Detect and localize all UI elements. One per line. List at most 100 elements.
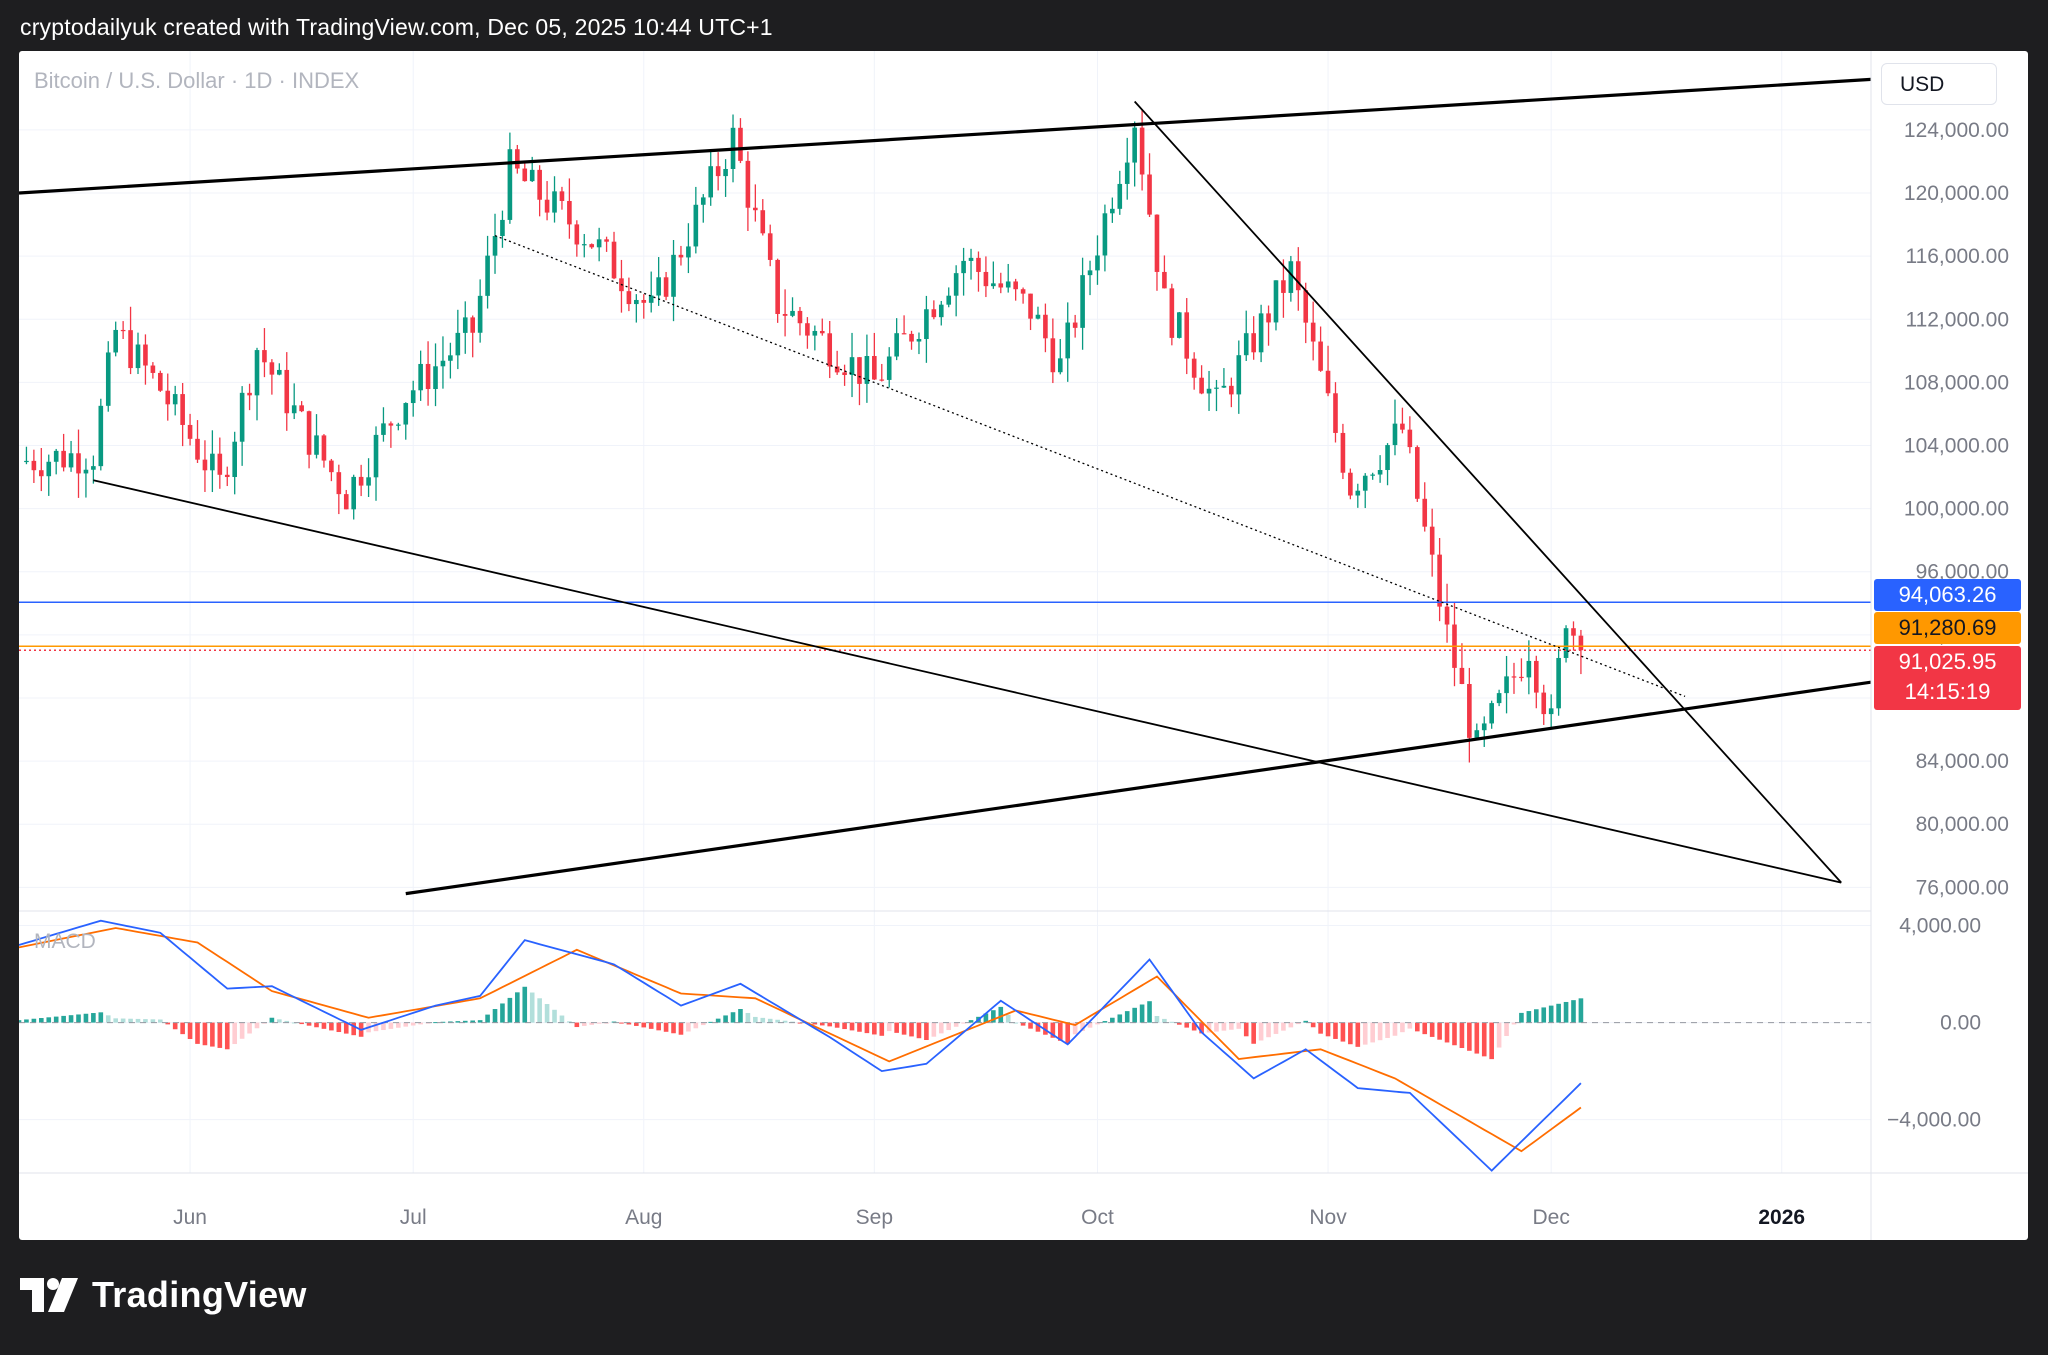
histogram-bar xyxy=(1214,1022,1219,1032)
histogram-bar xyxy=(1050,1022,1056,1038)
histogram-bar xyxy=(277,1019,282,1023)
candle-body xyxy=(1407,429,1413,448)
histogram-bar xyxy=(857,1022,862,1032)
histogram-bar xyxy=(180,1022,185,1035)
candle-body xyxy=(91,466,96,470)
candle-body xyxy=(1377,470,1383,475)
histogram-bar xyxy=(1295,1022,1301,1025)
macd-axis-label: 4,000.00 xyxy=(1899,915,1981,938)
chart-panel[interactable]: 76,000.0080,000.0084,000.0088,000.0092,0… xyxy=(19,51,2028,1240)
histogram-bar xyxy=(224,1022,230,1050)
candle-body xyxy=(544,199,550,213)
candle-body xyxy=(410,390,416,404)
candle-body xyxy=(262,350,267,363)
chart-canvas[interactable]: 76,000.0080,000.0084,000.0088,000.0092,0… xyxy=(19,51,2028,1240)
histogram-bar xyxy=(485,1014,490,1023)
histogram-bar xyxy=(343,1022,349,1034)
histogram-bar xyxy=(1139,1004,1145,1023)
candle-body xyxy=(1273,280,1279,323)
histogram-bar xyxy=(961,1022,966,1024)
histogram-bar xyxy=(581,1022,587,1026)
candle-body xyxy=(946,295,952,305)
candle-body xyxy=(1333,393,1338,433)
candle-body xyxy=(819,330,825,334)
histogram-bar xyxy=(1414,1022,1420,1032)
histogram-bar xyxy=(1519,1012,1524,1023)
candle-body xyxy=(247,392,252,396)
candle-body xyxy=(143,344,148,366)
histogram-bar xyxy=(849,1022,855,1031)
histogram-bar xyxy=(1020,1022,1026,1026)
histogram-bar xyxy=(648,1022,654,1029)
histogram-bar xyxy=(671,1022,676,1034)
candle-body xyxy=(648,295,654,303)
histogram-bar xyxy=(433,1022,438,1024)
candle-body xyxy=(1392,423,1398,446)
tradingview-logo[interactable]: TradingView xyxy=(20,1274,307,1315)
candle-body xyxy=(455,332,461,356)
candle-body xyxy=(195,438,200,460)
time-axis-label: Sep xyxy=(856,1206,893,1229)
histogram-bar xyxy=(470,1020,476,1023)
candle-body xyxy=(1087,270,1093,276)
price-axis-label: 104,000.00 xyxy=(1904,434,2009,457)
histogram-bar xyxy=(544,1004,550,1023)
candle-body xyxy=(105,352,111,406)
candle-body xyxy=(1057,358,1063,373)
histogram-bar xyxy=(715,1018,721,1023)
histogram-bar xyxy=(1496,1022,1502,1048)
candle-body xyxy=(834,366,840,373)
candle-body xyxy=(83,469,89,474)
candle-body xyxy=(998,283,1004,288)
histogram-bar xyxy=(753,1016,758,1023)
histogram-bar xyxy=(1132,1007,1137,1023)
candle-body xyxy=(938,304,944,318)
histogram-bar xyxy=(775,1019,780,1023)
histogram-bar xyxy=(767,1018,773,1023)
candle-body xyxy=(812,330,818,336)
candle-body xyxy=(1385,445,1390,471)
histogram-bar xyxy=(1333,1022,1338,1039)
candle-body xyxy=(663,277,669,297)
candle-body xyxy=(135,344,141,369)
histogram-bar xyxy=(1511,1022,1517,1025)
candle-body xyxy=(418,363,423,391)
histogram-bar xyxy=(1481,1022,1487,1057)
histogram-bar xyxy=(1377,1022,1383,1041)
histogram-bar xyxy=(321,1022,327,1029)
time-axis-label: Nov xyxy=(1309,1206,1347,1229)
histogram-bar xyxy=(150,1019,156,1023)
candle-body xyxy=(269,362,275,375)
histogram-bar xyxy=(1258,1022,1264,1041)
candle-body xyxy=(1496,693,1502,704)
histogram-bar xyxy=(901,1022,907,1035)
candle-body xyxy=(991,283,996,287)
histogram-bar xyxy=(1080,1022,1085,1031)
candle-body xyxy=(485,255,490,296)
histogram-bar xyxy=(418,1022,423,1025)
candle-body xyxy=(53,450,59,462)
histogram-bar xyxy=(1035,1022,1041,1032)
candle-body xyxy=(1459,667,1465,685)
histogram-bar xyxy=(700,1022,706,1026)
histogram-bar xyxy=(351,1022,357,1036)
currency-button[interactable]: USD xyxy=(1881,63,1997,105)
histogram-bar xyxy=(1110,1017,1115,1023)
histogram-bar xyxy=(448,1021,453,1023)
histogram-bar xyxy=(782,1020,788,1023)
candle-body xyxy=(1102,213,1108,256)
histogram-bar xyxy=(894,1022,899,1033)
histogram-bar xyxy=(1162,1018,1167,1023)
candle-body xyxy=(767,233,773,260)
price-axis-label: 76,000.00 xyxy=(1916,876,2009,899)
histogram-bar xyxy=(91,1013,96,1023)
candle-body xyxy=(790,310,795,316)
candle-body xyxy=(686,246,691,258)
histogram-bar xyxy=(559,1015,565,1023)
histogram-bar xyxy=(1571,1000,1576,1023)
price-axis-label: 120,000.00 xyxy=(1904,182,2009,205)
candle-body xyxy=(715,166,721,177)
histogram-bar xyxy=(1437,1022,1442,1040)
histogram-bar xyxy=(738,1009,743,1023)
histogram-bar xyxy=(708,1021,714,1023)
